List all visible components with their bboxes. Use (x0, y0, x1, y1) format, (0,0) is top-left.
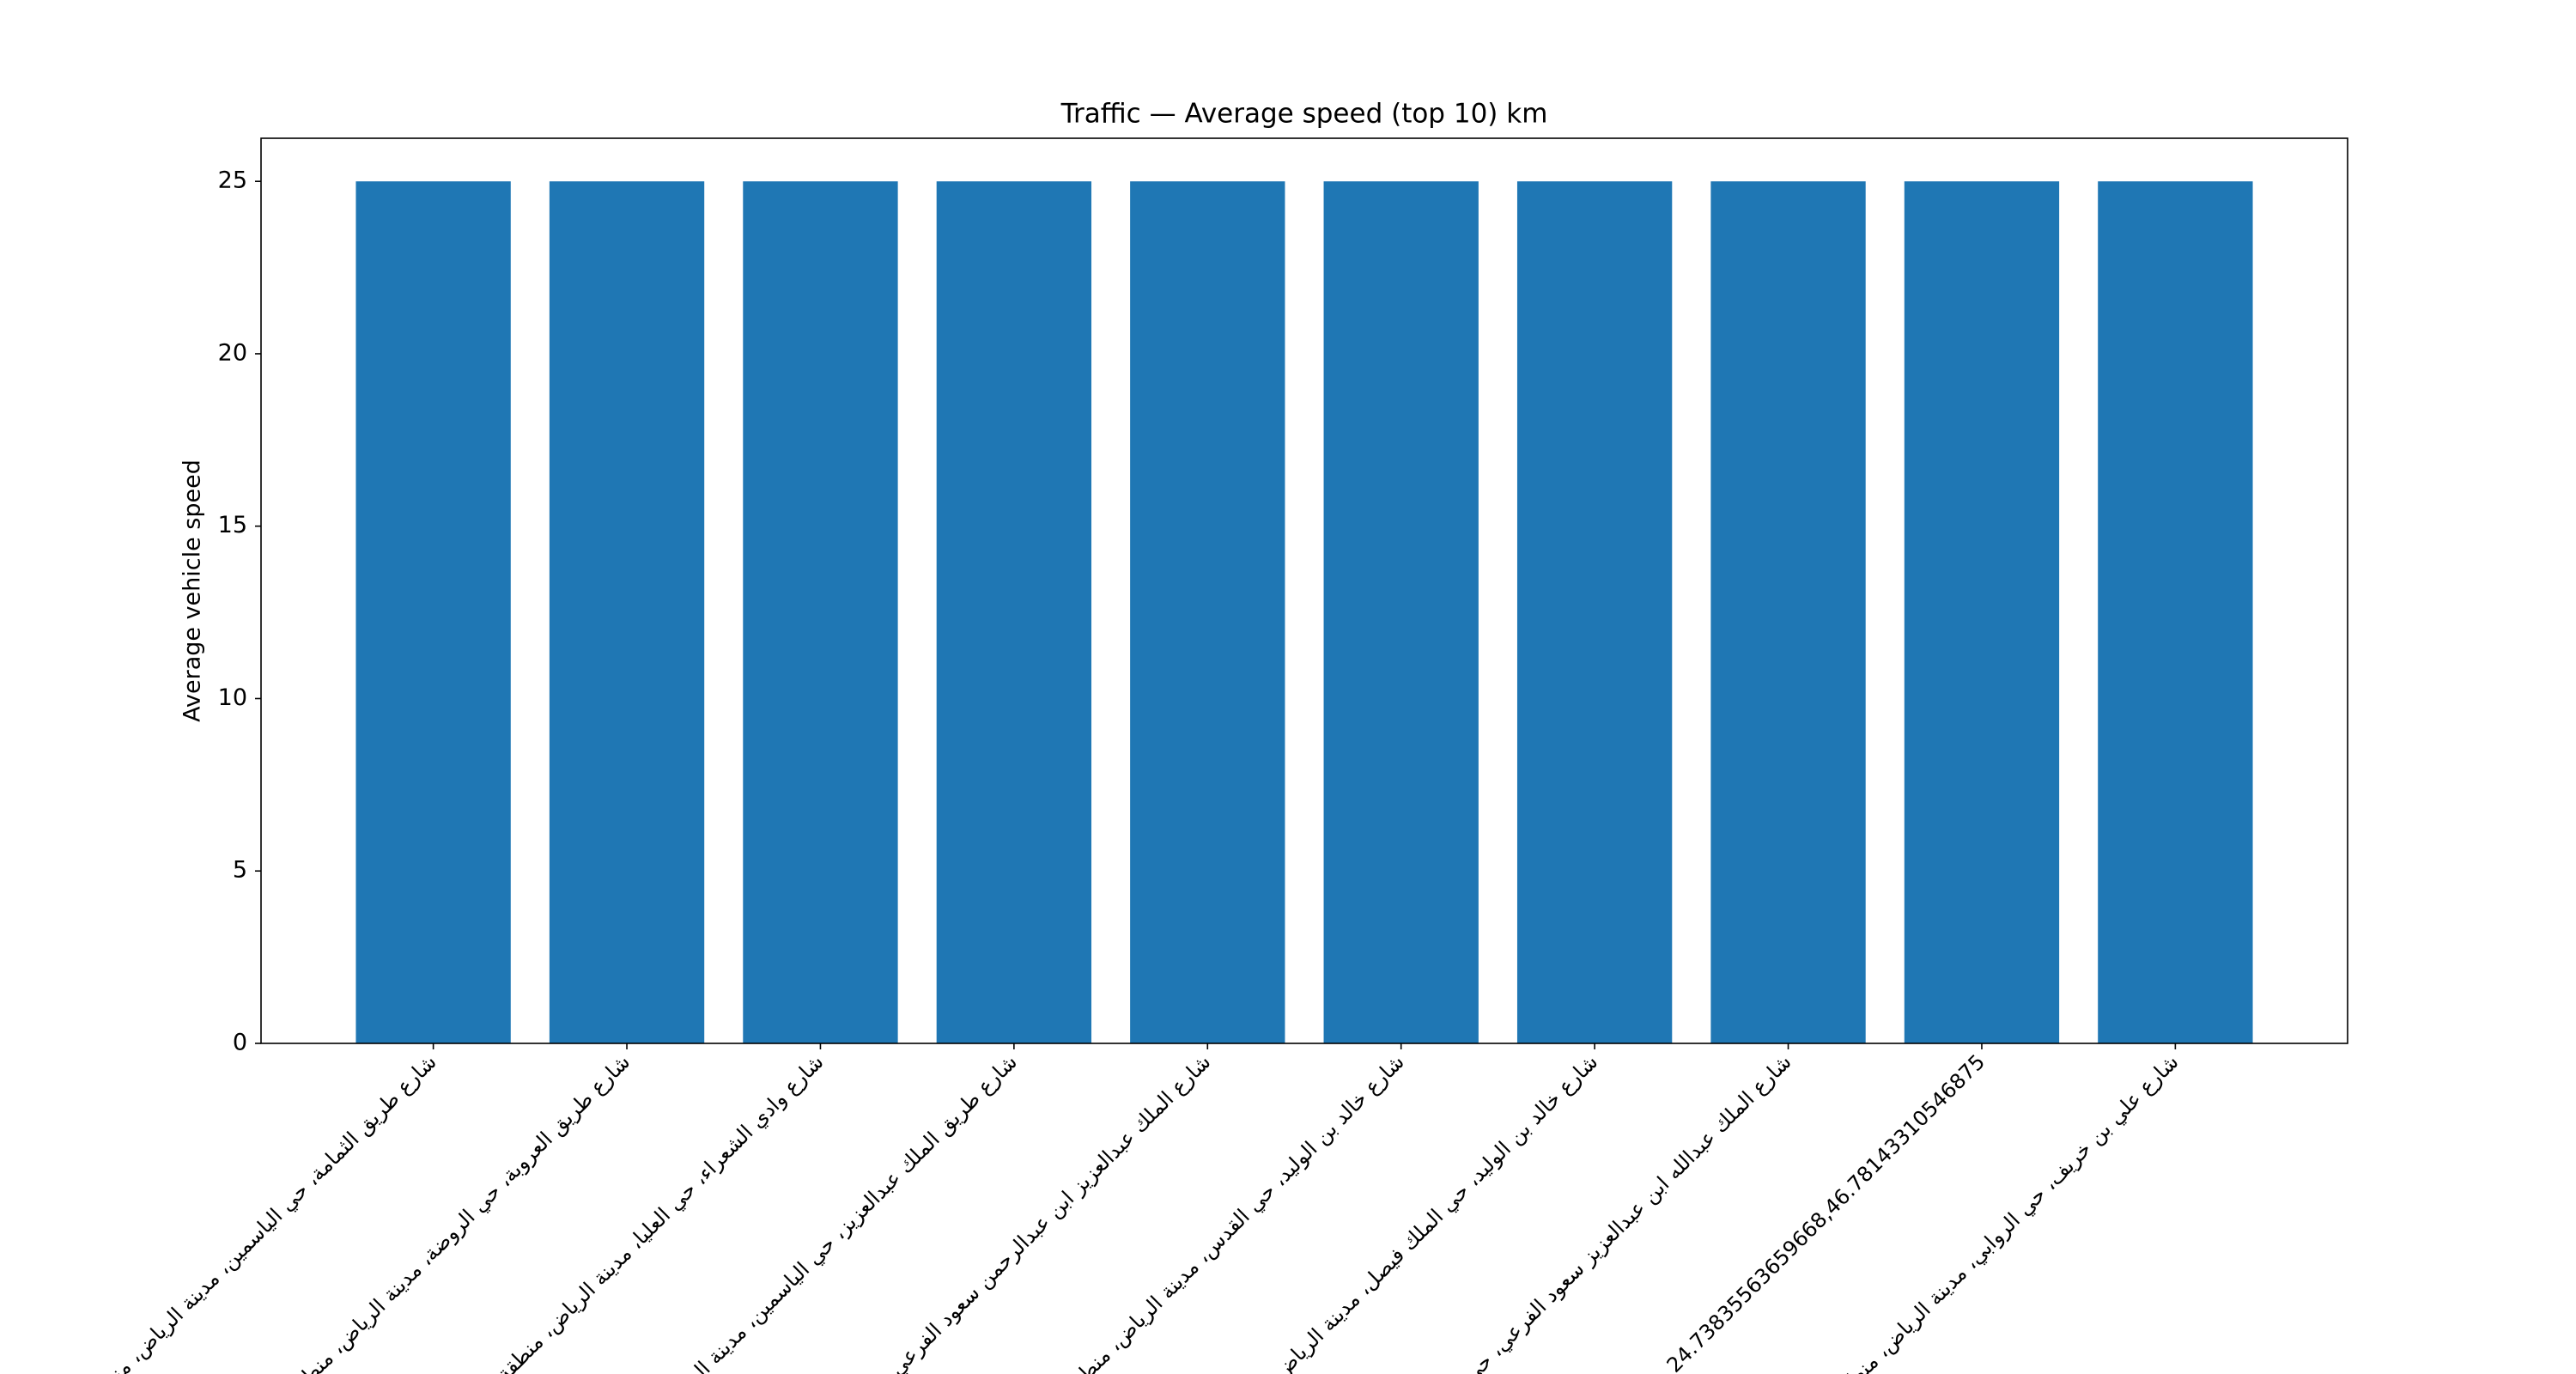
bar (1130, 181, 1285, 1043)
y-tick-label: 10 (218, 684, 247, 711)
y-tick-label: 5 (233, 857, 247, 884)
x-tick-label: شارع خالد بن الوليد، حي القدس، مدينة الر… (1012, 1049, 1409, 1374)
y-axis-label: Average vehicle speed (179, 459, 206, 722)
bar (936, 181, 1092, 1043)
bar (1323, 181, 1479, 1043)
bar (1904, 181, 2060, 1043)
bar (743, 181, 898, 1043)
bar (549, 181, 705, 1043)
y-tick-label: 20 (218, 339, 247, 366)
bar (1516, 181, 1673, 1043)
y-tick-label: 0 (233, 1030, 247, 1056)
plot-frame (260, 137, 2348, 1044)
x-tick-label: شارع طريق الثمامة، حي الياسمين، مدينة ال… (33, 1049, 441, 1374)
y-tick-label: 25 (218, 167, 247, 194)
x-tick-label: 24.73835563659668,46.78143310546875 (1662, 1049, 1990, 1374)
bar (355, 181, 511, 1043)
x-tick-label: شارع وادي الشعراء، حي العليا، مدينة الري… (445, 1049, 829, 1374)
bar (1710, 181, 1866, 1043)
chart-title: Traffic — Average speed (top 10) km (1060, 99, 1548, 130)
y-tick-label: 15 (218, 512, 247, 538)
x-tick-label: شارع الملك عبدالله ابن عبدالعزيز سعود ال… (1405, 1049, 1796, 1374)
bar (2098, 181, 2253, 1043)
